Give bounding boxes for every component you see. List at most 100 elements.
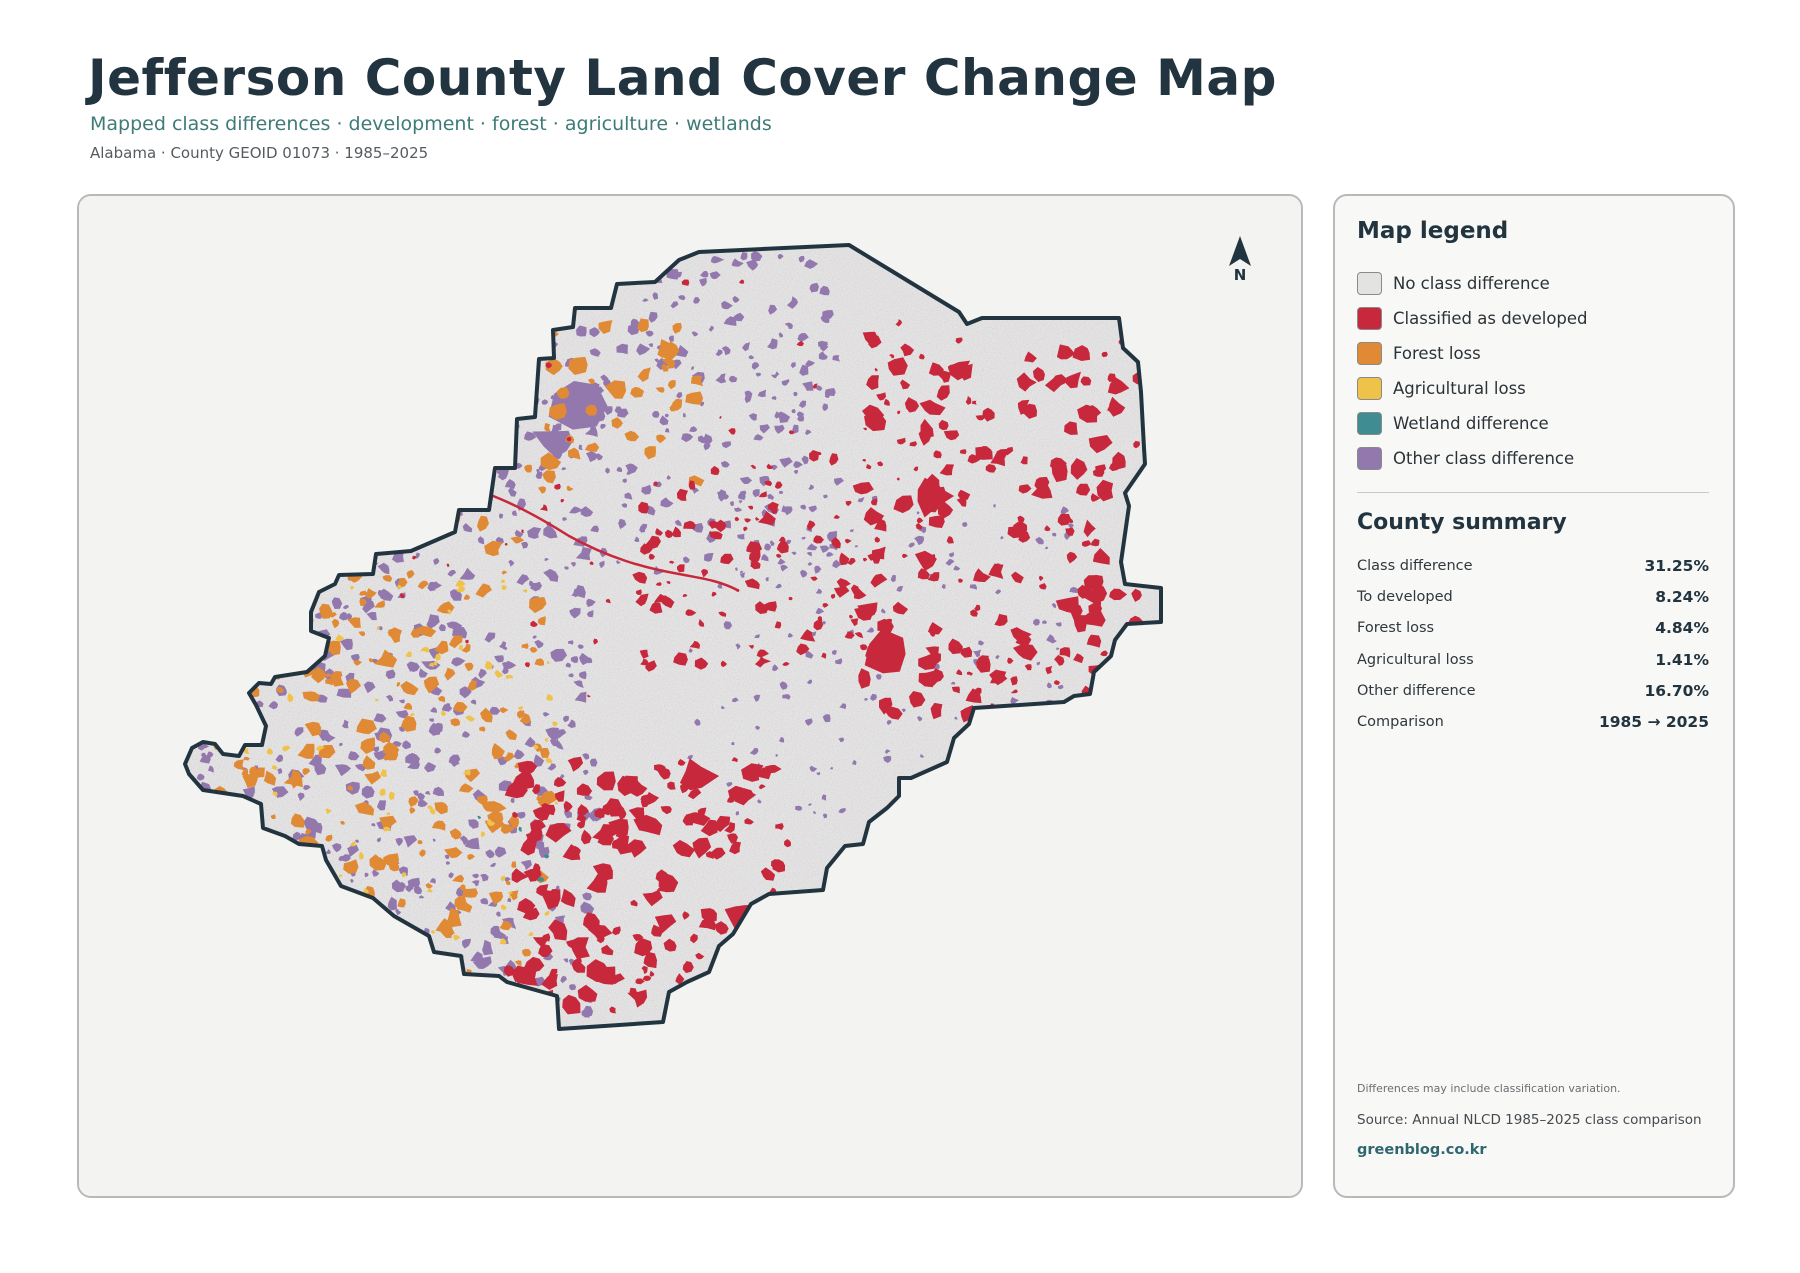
developed-patch [583,912,600,930]
agricultural-loss-patch [465,715,475,722]
other-difference-patch [336,688,352,698]
other-difference-patch [485,849,495,859]
developed-patch [656,877,677,893]
agricultural-loss-patch [501,585,507,590]
other-difference-patch [616,466,623,473]
other-difference-patch [496,911,501,917]
legend-item-forest-loss[interactable]: Forest loss [1357,336,1707,371]
other-difference-patch [683,556,690,564]
summary-label: Agricultural loss [1357,651,1474,668]
developed-patch [902,553,908,558]
legend-item-no-difference[interactable]: No class difference [1357,266,1707,301]
legend-item-agricultural-loss[interactable]: Agricultural loss [1357,371,1707,406]
map-panel[interactable]: N [77,194,1303,1198]
developed-patch [939,464,954,476]
other-difference-patch [1044,546,1049,549]
other-difference-patch [413,790,419,796]
other-difference-patch [693,297,701,304]
forest-loss-patch [540,747,550,758]
other-difference-patch [664,413,669,418]
forest-loss-patch [450,718,461,727]
other-difference-patch [701,433,713,444]
wetland-difference-patch [537,877,545,882]
credit-link[interactable]: greenblog.co.kr [1357,1142,1487,1158]
other-difference-patch [1035,537,1044,545]
developed-patch [592,863,613,882]
north-arrow-icon [1229,236,1251,266]
developed-patch [1038,575,1044,582]
forest-loss-patch [521,643,529,650]
other-difference-patch [721,300,733,310]
other-difference-patch [730,501,734,507]
summary-row-to-developed: To developed 8.24% [1357,581,1709,612]
developed-patch [947,364,957,374]
developed-patch [517,898,536,914]
developed-patch [809,450,819,462]
other-difference-patch [331,597,343,609]
developed-patch [928,515,945,528]
agricultural-loss-patch [546,693,553,701]
developed-patch [1108,396,1126,417]
developed-patch [965,396,972,405]
developed-patch [1109,588,1128,601]
developed-patch [741,763,764,782]
other-difference-patch [429,878,436,884]
county-map[interactable] [79,196,1301,1196]
forest-loss-patch [409,807,416,814]
legend-label: Other class difference [1393,449,1575,468]
other-difference-patch [636,343,651,356]
forest-loss-patch [356,718,377,735]
forest-loss-patch [397,898,406,908]
other-difference-patch [569,984,577,991]
other-difference-patch [294,727,304,737]
other-difference-patch [815,588,823,594]
other-difference-patch [832,559,843,569]
developed-patch [862,331,878,344]
other-difference-patch [582,892,592,901]
other-difference-patch [331,843,342,853]
legend-item-wetland-difference[interactable]: Wetland difference [1357,406,1707,441]
legend-item-developed[interactable]: Classified as developed [1357,301,1707,336]
legend-item-other-difference[interactable]: Other class difference [1357,441,1707,476]
developed-patch [1076,483,1091,496]
forest-loss-patch [242,771,258,789]
forest-loss-patch [460,884,466,891]
developed-patch [821,652,827,659]
page-meta: Alabama · County GEOID 01073 · 1985–2025 [90,144,429,162]
north-label: N [1233,266,1247,284]
other-difference-patch [839,703,847,710]
developed-patch [1066,551,1078,564]
developed-patch [572,845,581,854]
agricultural-loss-patch [410,713,415,717]
other-difference-patch [792,424,799,434]
forest-loss-patch [480,707,493,723]
other-difference-patch [542,712,550,717]
agricultural-loss-patch [338,874,343,878]
developed-patch [778,536,786,543]
forest-loss-patch [519,713,531,724]
other-difference-patch [659,415,669,426]
developed-patch [1131,588,1142,602]
forest-loss-patch [611,417,623,429]
other-difference-patch [699,277,707,287]
other-difference-patch [578,444,583,450]
developed-patch [994,613,1008,627]
agricultural-loss-patch [287,692,294,703]
developed-patch [667,781,676,790]
forest-loss-patch [328,612,337,618]
other-difference-patch [962,522,968,527]
other-difference-patch [543,568,559,582]
other-difference-patch [580,506,594,517]
forest-loss-patch [545,358,563,376]
developed-patch [966,671,973,676]
other-difference-patch [339,611,348,621]
agricultural-loss-patch [485,660,493,670]
other-difference-patch [530,581,542,592]
other-difference-patch [775,371,780,377]
summary-row-other-difference: Other difference 16.70% [1357,675,1709,706]
other-difference-patch [740,252,748,261]
developed-patch [788,596,793,601]
forest-loss-patch [431,820,446,831]
other-difference-patch [824,393,830,398]
developed-patch [526,827,543,843]
